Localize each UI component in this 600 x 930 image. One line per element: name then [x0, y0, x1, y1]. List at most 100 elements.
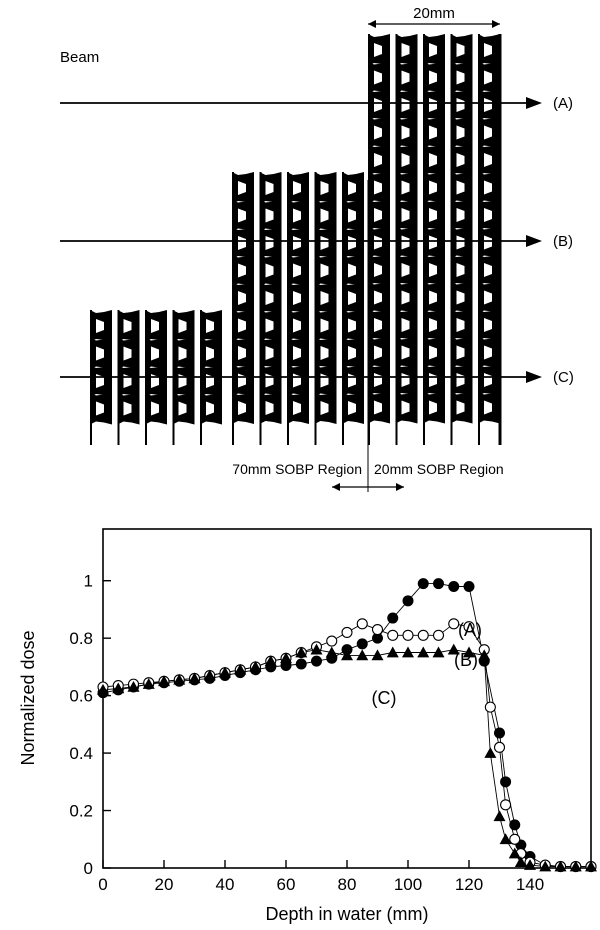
modulator-element [450, 89, 473, 121]
point-c [569, 860, 582, 872]
y-tick-label: 0.4 [69, 744, 93, 763]
series-label-c: (C) [372, 688, 397, 708]
region-arrow-right-icon [396, 483, 404, 491]
modulator-element [314, 282, 337, 314]
point-b [387, 629, 399, 641]
modulator-element [395, 391, 418, 424]
modulator-element [232, 364, 254, 397]
point-c [478, 649, 491, 661]
modulator-element [314, 227, 337, 259]
modulator-element [259, 227, 282, 259]
point-b [448, 618, 460, 630]
point-b [432, 629, 445, 641]
modulator-element [259, 282, 282, 314]
modulator-element [145, 337, 167, 370]
modulator-element [478, 171, 500, 204]
modulator-element [450, 116, 473, 149]
region-right-label: 20mm SOBP Region [374, 461, 504, 477]
modulator-element [232, 254, 254, 287]
point-a [494, 727, 505, 739]
point-c [173, 673, 186, 685]
x-tick-label: 120 [455, 875, 483, 894]
modulator-element [342, 364, 364, 397]
y-tick-label: 0.8 [69, 629, 93, 648]
modulator-element [314, 199, 337, 232]
point-c [234, 663, 247, 675]
modulator-element [90, 337, 112, 370]
x-axis: 0 20 40 60 80 100 120 140 [98, 860, 544, 894]
modulator-element [172, 310, 195, 342]
modulator-element [172, 365, 195, 397]
y-tick-label: 0 [84, 859, 93, 878]
modulator-element [478, 34, 500, 66]
point-c [417, 646, 430, 658]
modulator-element [117, 310, 140, 342]
point-b [463, 621, 475, 633]
modulator-element [395, 336, 418, 369]
point-c [310, 643, 323, 655]
modulator-element [342, 254, 364, 287]
point-c [514, 856, 527, 868]
modulator-element [287, 309, 309, 342]
modulator-element [314, 309, 337, 342]
modulator-element [368, 171, 390, 204]
modulator-element [395, 144, 418, 176]
modulator-element [342, 282, 364, 314]
modulator-element [478, 281, 500, 314]
point-c [295, 646, 308, 658]
modulator-element [395, 226, 418, 259]
modulator-element [478, 144, 500, 176]
x-tick-label: 0 [98, 875, 107, 894]
modulator-element [395, 61, 418, 94]
modulator-element [395, 116, 418, 149]
modulator-element [287, 337, 309, 369]
point-b [500, 799, 512, 811]
width-arrow-right-icon [492, 20, 500, 28]
beam-arrow-a-icon [526, 97, 542, 109]
modulator-element [423, 199, 445, 231]
y-tick-label: 0.6 [69, 687, 93, 706]
plot-frame [102, 528, 592, 869]
modulator-element [117, 337, 140, 370]
point-c [341, 649, 353, 661]
point-a [372, 632, 383, 644]
modulator-element [368, 336, 390, 369]
x-axis-title: Depth in water (mm) [265, 904, 428, 924]
modulator-element [259, 172, 282, 204]
point-c [432, 646, 445, 658]
modulator-element [259, 199, 282, 232]
series-label-b: (B) [454, 650, 478, 670]
width-arrow-left-icon [368, 20, 376, 28]
modulator-element [395, 364, 418, 396]
modulator-element [423, 281, 445, 314]
point-c [249, 660, 262, 672]
point-a [509, 819, 521, 831]
y-axis: 0 0.2 0.4 0.6 0.8 1 [69, 572, 111, 878]
modulator-element [478, 61, 500, 94]
modulator-element [368, 309, 390, 341]
modulator-element [478, 199, 500, 231]
modulator-element [259, 337, 282, 369]
modulator-element [314, 392, 337, 424]
point-a [311, 655, 322, 667]
point-c [499, 833, 512, 845]
modulator-element [342, 337, 364, 369]
modulator-element [200, 337, 222, 370]
point-a [402, 595, 414, 607]
point-b [356, 618, 368, 630]
point-a [387, 612, 399, 624]
modulator-element [478, 89, 500, 121]
modulator-element [287, 282, 309, 314]
point-c [585, 860, 597, 872]
modulator-element [423, 61, 445, 94]
modulator-element [232, 282, 254, 314]
point-c [402, 646, 414, 658]
modulator-element [395, 89, 418, 121]
modulator-element [117, 365, 140, 397]
dose-chart: 0 20 40 60 80 100 120 140 0 0.2 0.4 0.6 0.8 1 Depth … [18, 528, 597, 924]
modulator-element [368, 89, 390, 121]
region-left-label: 70mm SOBP Region [232, 461, 362, 477]
modulator-element [342, 172, 364, 204]
modulator-element [314, 337, 337, 369]
point-c [386, 646, 399, 658]
